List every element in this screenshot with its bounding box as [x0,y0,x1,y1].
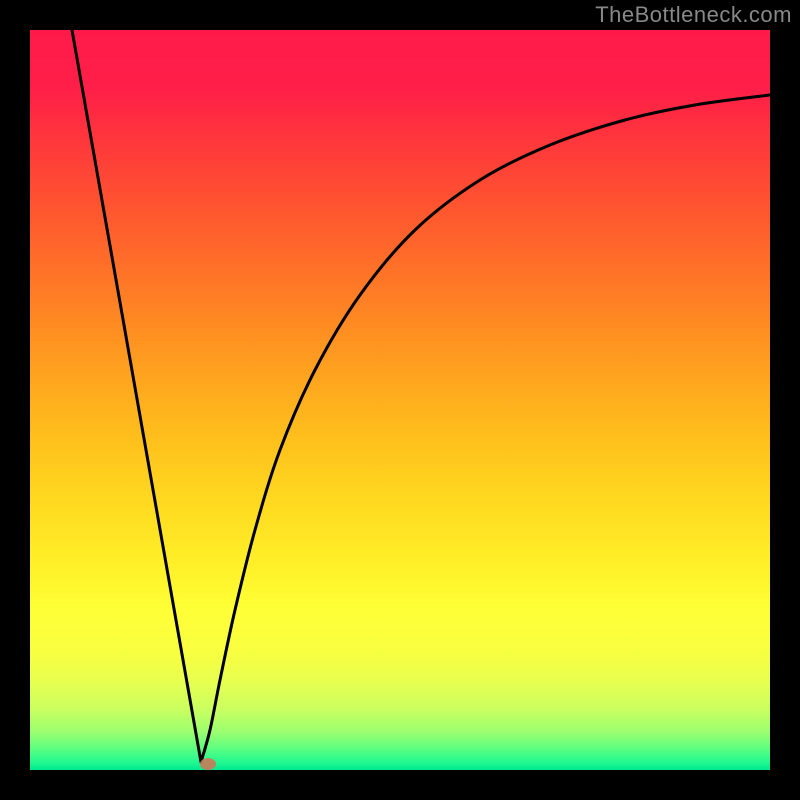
plot-area [30,30,770,770]
optimal-point-marker [200,758,216,770]
bottleneck-curve [72,30,770,762]
chart-container: TheBottleneck.com [0,0,800,800]
curve-layer [30,30,770,770]
watermark-text: TheBottleneck.com [595,2,792,28]
